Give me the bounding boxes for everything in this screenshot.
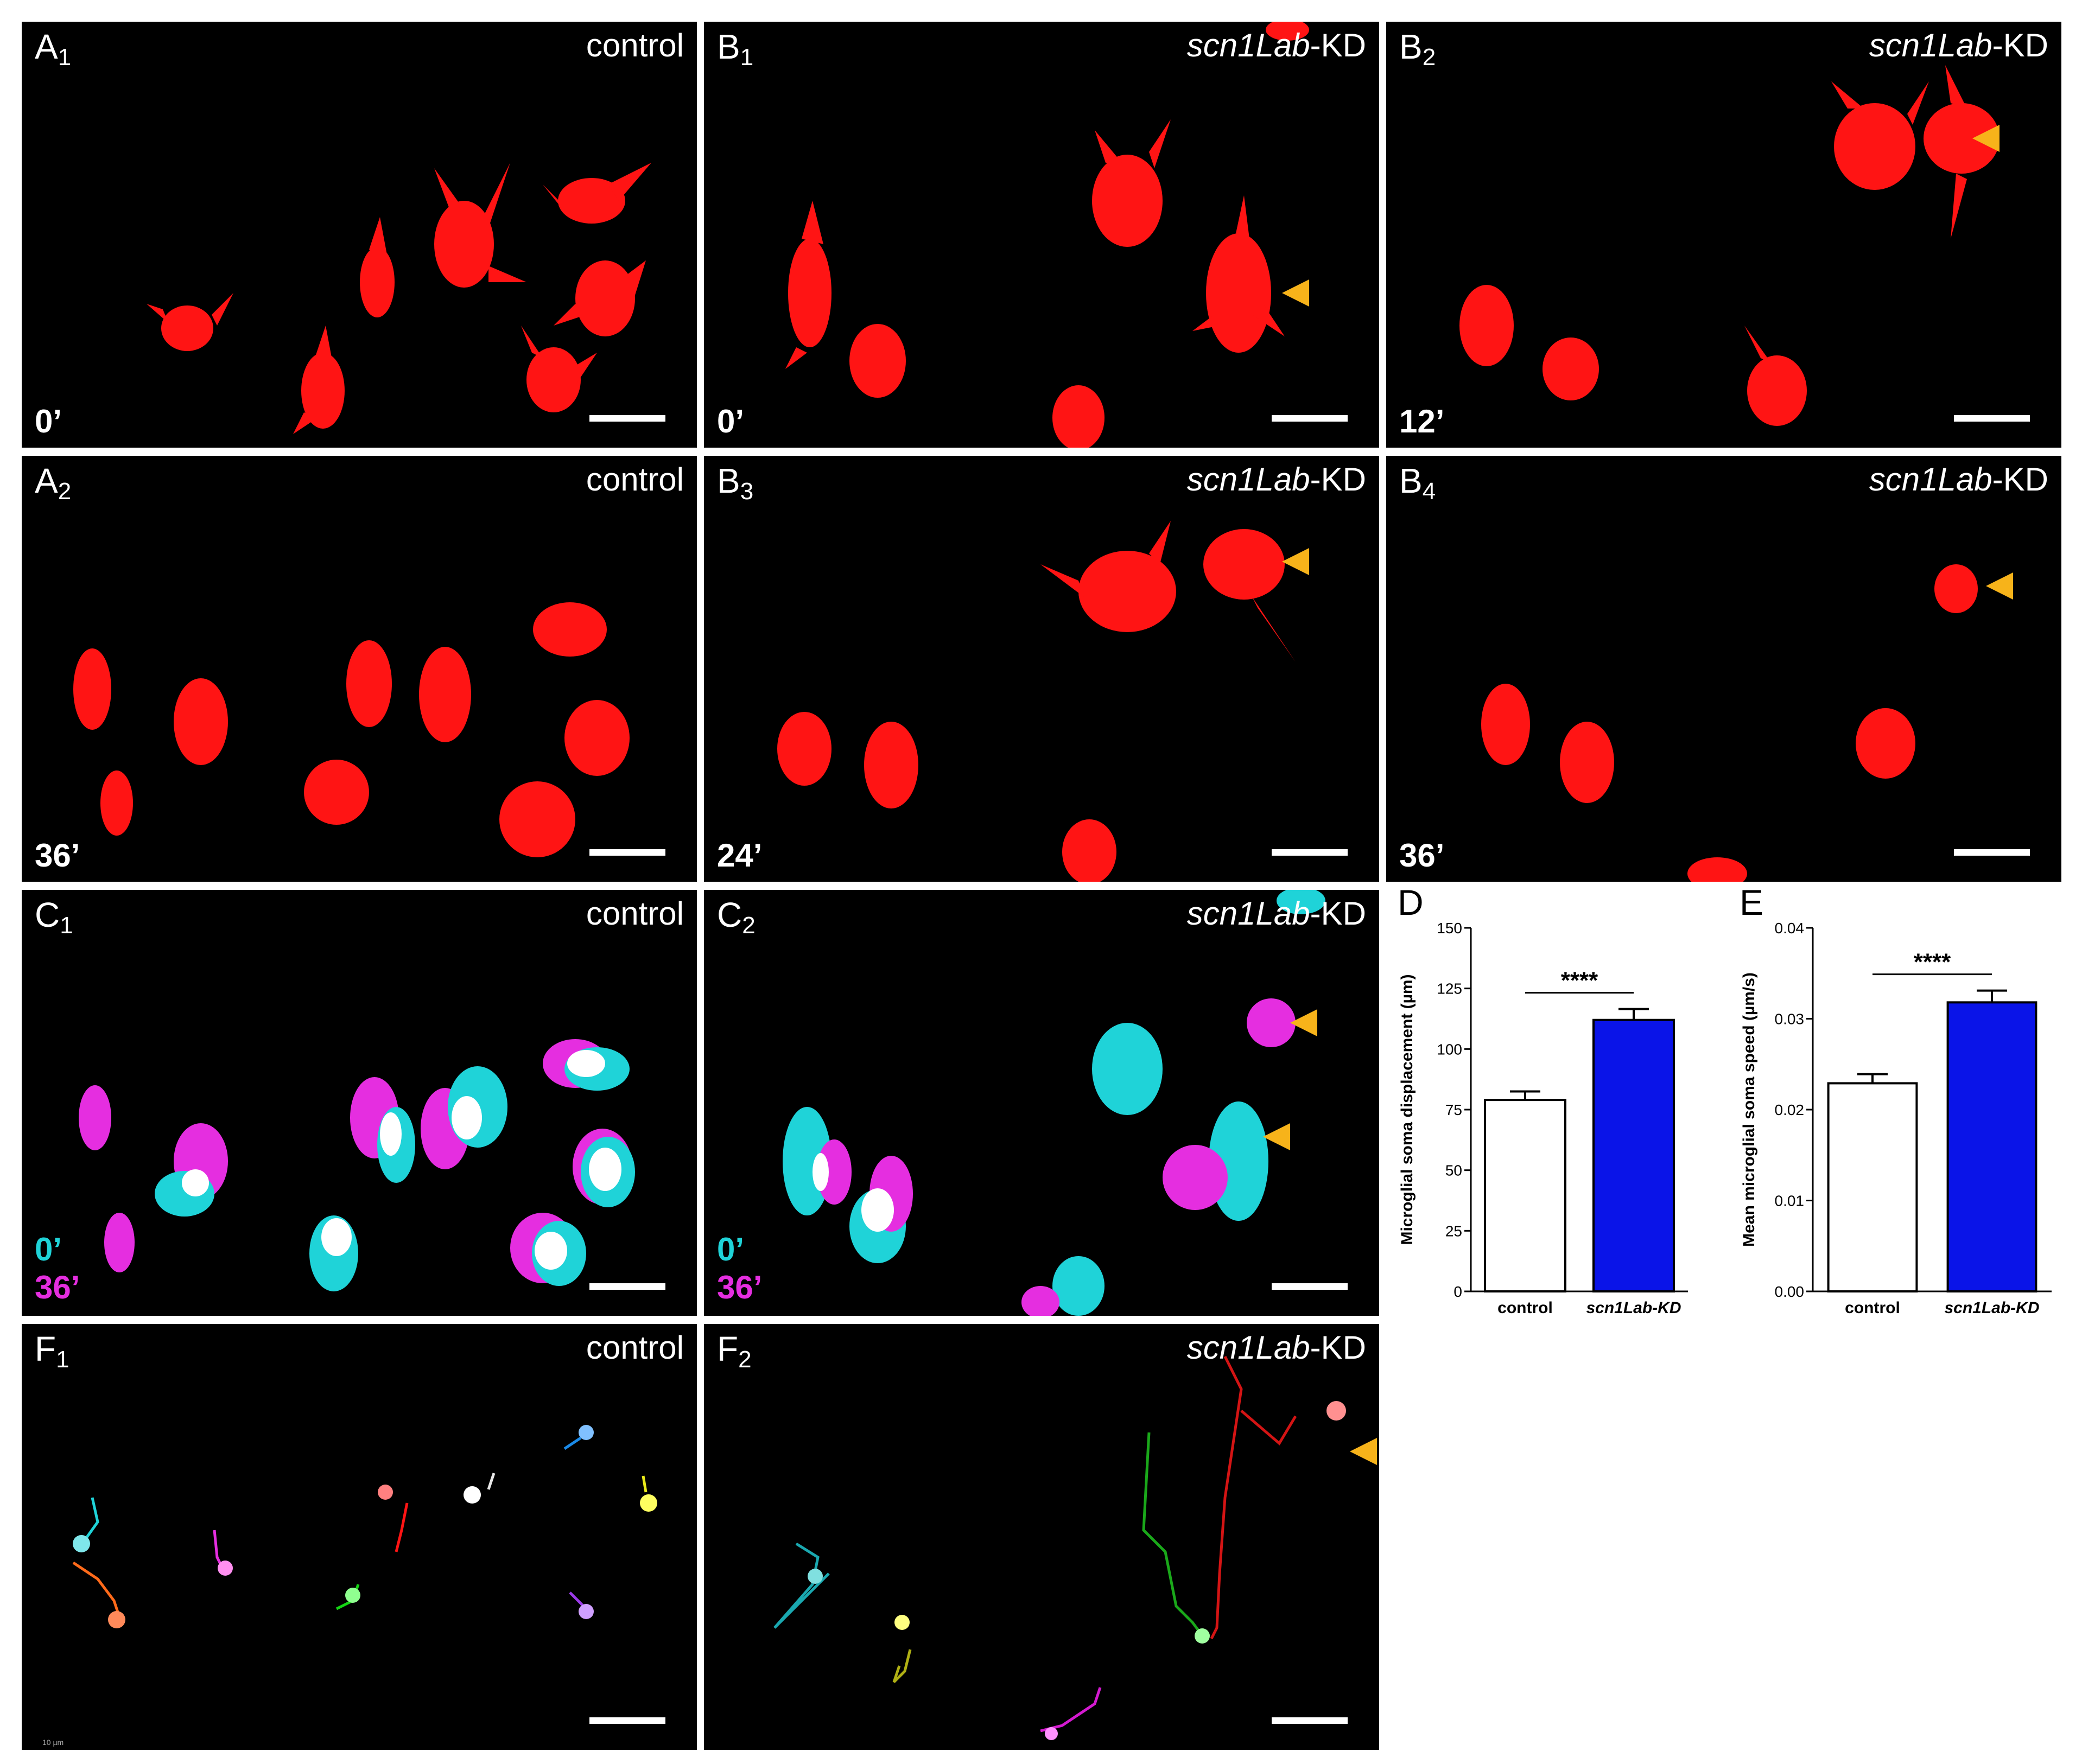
timepoint-label-36: 36’ xyxy=(35,1269,80,1306)
panel-c1: C1 control 0’ 36’ xyxy=(22,890,697,1316)
microglia-image xyxy=(73,602,630,857)
panel-a1: A1 control 0’ xyxy=(22,22,697,448)
y-tick-label: 25 xyxy=(1445,1222,1462,1239)
tracks-image xyxy=(72,1425,657,1628)
bar-kd xyxy=(1592,1018,1675,1292)
panel-label: F2 xyxy=(717,1329,752,1373)
panel-b3: B3 scn1Lab-KD 24’ xyxy=(704,456,1379,882)
y-tick-label: 0.04 xyxy=(1775,920,1805,937)
y-axis-label: Mean microglial soma speed (µm/s) xyxy=(1740,972,1758,1247)
x-tick-label: control xyxy=(1497,1299,1553,1317)
timepoint-label: 36’ xyxy=(1399,837,1445,874)
panel-c2: C2 scn1Lab-KD 0’ 36’ xyxy=(704,890,1379,1316)
timepoint-label: 0’ xyxy=(35,403,62,440)
y-tick-label: 75 xyxy=(1445,1101,1462,1118)
panel-a2: A2 control 36’ xyxy=(22,456,697,882)
panel-b1: B1 scn1Lab-KD 0’ xyxy=(704,22,1379,448)
panel-label: C1 xyxy=(35,895,73,939)
panel-letter-e: E xyxy=(1740,882,1764,922)
arrowhead-icon xyxy=(1290,1009,1317,1036)
overlay-image xyxy=(783,890,1325,1316)
timepoint-label: 36’ xyxy=(35,837,80,874)
panel-label: B4 xyxy=(1399,461,1436,505)
panel-label: A1 xyxy=(35,27,72,71)
arrowhead-icon xyxy=(1263,1123,1290,1150)
scale-bar xyxy=(1954,415,2030,422)
scale-bar xyxy=(1954,849,2030,856)
microglia-image xyxy=(1481,564,2013,882)
x-tick-label: control xyxy=(1845,1299,1900,1317)
panel-letter-d: D xyxy=(1398,882,1424,922)
microglia-image xyxy=(777,521,1309,882)
panel-label: A2 xyxy=(35,461,72,505)
timepoint-label-0: 0’ xyxy=(717,1231,745,1268)
scale-bar xyxy=(1272,1717,1348,1724)
y-tick-label: 150 xyxy=(1437,920,1462,937)
y-tick-label: 125 xyxy=(1437,980,1462,997)
timepoint-label: 0’ xyxy=(717,403,745,440)
bar-kd xyxy=(1946,1001,2037,1293)
x-tick-label: scn1Lab-KD xyxy=(1586,1299,1681,1317)
scale-bar xyxy=(1272,849,1348,856)
scale-bar xyxy=(1272,415,1348,422)
bar-control xyxy=(1484,1099,1566,1292)
condition-label: scn1Lab-KD xyxy=(1186,895,1366,932)
bar-chart-displacement: 0 25 50 75 100 125 150 Microglial soma displace… xyxy=(1389,901,1693,1329)
bar-chart-speed: 0.00 0.01 0.02 0.03 0.04 Mean microglial soma… xyxy=(1731,901,2057,1329)
condition-label: scn1Lab-KD xyxy=(1869,27,2048,63)
significance-label: **** xyxy=(1561,967,1598,994)
y-tick-label: 100 xyxy=(1437,1041,1462,1058)
significance-label: **** xyxy=(1914,949,1951,976)
condition-label: scn1Lab-KD xyxy=(1186,1329,1366,1366)
x-tick-label: scn1Lab-KD xyxy=(1944,1299,2039,1317)
arrowhead-icon xyxy=(1282,548,1309,575)
condition-label: scn1Lab-KD xyxy=(1186,461,1366,498)
panel-f1: F1 control 10 µm xyxy=(22,1324,697,1750)
panel-label: B3 xyxy=(717,461,754,505)
panel-label: F1 xyxy=(35,1329,69,1373)
panel-f2: F2 scn1Lab-KD xyxy=(704,1324,1379,1750)
arrowhead-icon xyxy=(1350,1438,1377,1465)
microglia-image xyxy=(1459,65,2000,426)
panel-b2: B2 scn1Lab-KD 12’ xyxy=(1386,22,2061,448)
condition-label: control xyxy=(586,27,684,63)
arrowhead-icon xyxy=(1972,125,2000,152)
bar-control xyxy=(1827,1082,1918,1292)
timepoint-label-0: 0’ xyxy=(35,1231,62,1268)
condition-label: control xyxy=(586,461,684,498)
microglia-image xyxy=(147,163,651,434)
arrowhead-icon xyxy=(1986,572,2013,600)
condition-label: control xyxy=(586,1329,684,1366)
y-axis-label: Microglial soma displacement (µm) xyxy=(1398,974,1416,1245)
timepoint-label: 12’ xyxy=(1399,403,1445,440)
panel-label: B2 xyxy=(1399,27,1436,71)
y-tick-label: 0.03 xyxy=(1775,1011,1805,1028)
tracks-image xyxy=(773,1355,1377,1740)
microglia-image xyxy=(785,22,1309,448)
scale-bar xyxy=(589,1717,665,1724)
timepoint-label: 24’ xyxy=(717,837,763,874)
scale-text: 10 µm xyxy=(42,1738,64,1747)
condition-label: scn1Lab-KD xyxy=(1186,27,1366,63)
y-tick-label: 0.01 xyxy=(1775,1193,1805,1209)
arrowhead-icon xyxy=(1282,279,1309,307)
y-tick-label: 50 xyxy=(1445,1162,1462,1179)
condition-label: control xyxy=(586,895,684,932)
panel-b4: B4 scn1Lab-KD 36’ xyxy=(1386,456,2061,882)
scale-bar xyxy=(1272,1283,1348,1290)
panel-label: C2 xyxy=(717,895,756,939)
scale-bar xyxy=(589,849,665,856)
scale-bar xyxy=(589,1283,665,1290)
y-tick-label: 0 xyxy=(1453,1283,1462,1300)
y-tick-label: 0.00 xyxy=(1775,1283,1805,1300)
condition-label: scn1Lab-KD xyxy=(1869,461,2048,498)
overlay-image xyxy=(79,1039,635,1291)
timepoint-label-36: 36’ xyxy=(717,1269,763,1306)
scale-bar xyxy=(589,415,665,422)
y-tick-label: 0.02 xyxy=(1775,1101,1805,1118)
panel-label: B1 xyxy=(717,27,754,71)
